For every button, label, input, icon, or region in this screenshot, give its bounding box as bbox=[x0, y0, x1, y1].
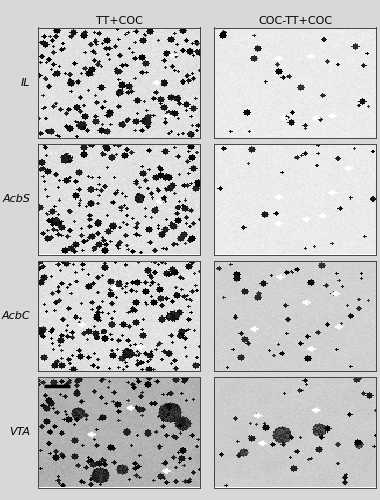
Text: COC-TT+COC: COC-TT+COC bbox=[258, 16, 332, 26]
Text: TT+COC: TT+COC bbox=[96, 16, 142, 26]
Text: acs: acs bbox=[48, 151, 58, 156]
Text: IL: IL bbox=[21, 78, 30, 88]
Text: AcbC: AcbC bbox=[2, 310, 30, 321]
Text: VTA: VTA bbox=[10, 427, 30, 437]
Text: AcbS: AcbS bbox=[2, 194, 30, 204]
